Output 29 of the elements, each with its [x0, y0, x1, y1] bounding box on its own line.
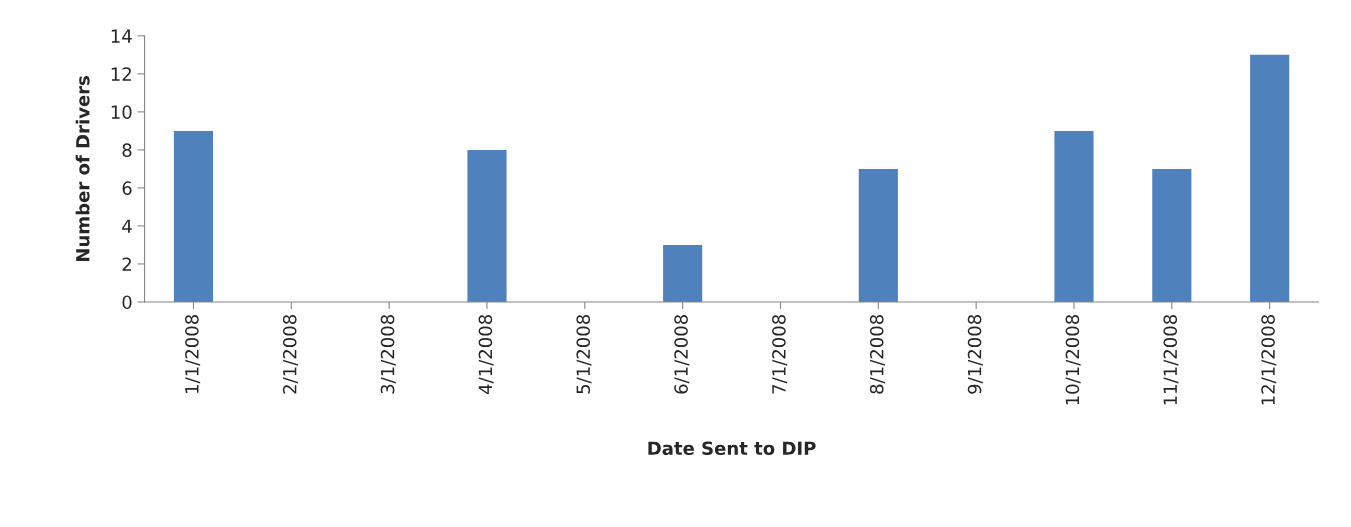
y-tick-label: 0: [122, 295, 132, 310]
y-tick-label: 4: [122, 219, 132, 233]
x-tick-label: 12/1/2008: [1261, 315, 1277, 405]
x-tick-label: 3/1/2008: [380, 315, 396, 394]
x-tick-label: 7/1/2008: [772, 315, 788, 394]
y-tick-label: 6: [122, 181, 132, 196]
y-tick-label: 10: [111, 105, 132, 119]
bar: [663, 244, 703, 302]
bar: [1250, 54, 1290, 302]
bar: [173, 130, 214, 302]
x-tick-label: 11/1/2008: [1163, 315, 1179, 405]
x-tick-label: 5/1/2008: [576, 315, 592, 394]
x-tick-label: 10/1/2008: [1065, 315, 1081, 405]
y-axis-title: Number of Drivers: [75, 76, 90, 261]
bar: [467, 149, 507, 302]
bar: [1152, 168, 1192, 302]
x-tick-label: 4/1/2008: [478, 315, 494, 394]
y-tick-label: 8: [122, 143, 132, 158]
x-tick-label: 8/1/2008: [869, 315, 885, 394]
x-tick-label: 9/1/2008: [967, 315, 983, 394]
bar: [1054, 130, 1094, 302]
y-tick-label: 12: [111, 67, 131, 81]
y-tick-label: 2: [122, 257, 131, 271]
x-axis-title: Date Sent to DIP: [648, 441, 816, 456]
x-tick-label: 2/1/2008: [282, 315, 298, 394]
y-tick-label: 14: [111, 29, 132, 43]
x-tick-label: 1/1/2008: [185, 315, 201, 393]
bar: [858, 168, 898, 302]
x-tick-label: 6/1/2008: [674, 315, 690, 394]
